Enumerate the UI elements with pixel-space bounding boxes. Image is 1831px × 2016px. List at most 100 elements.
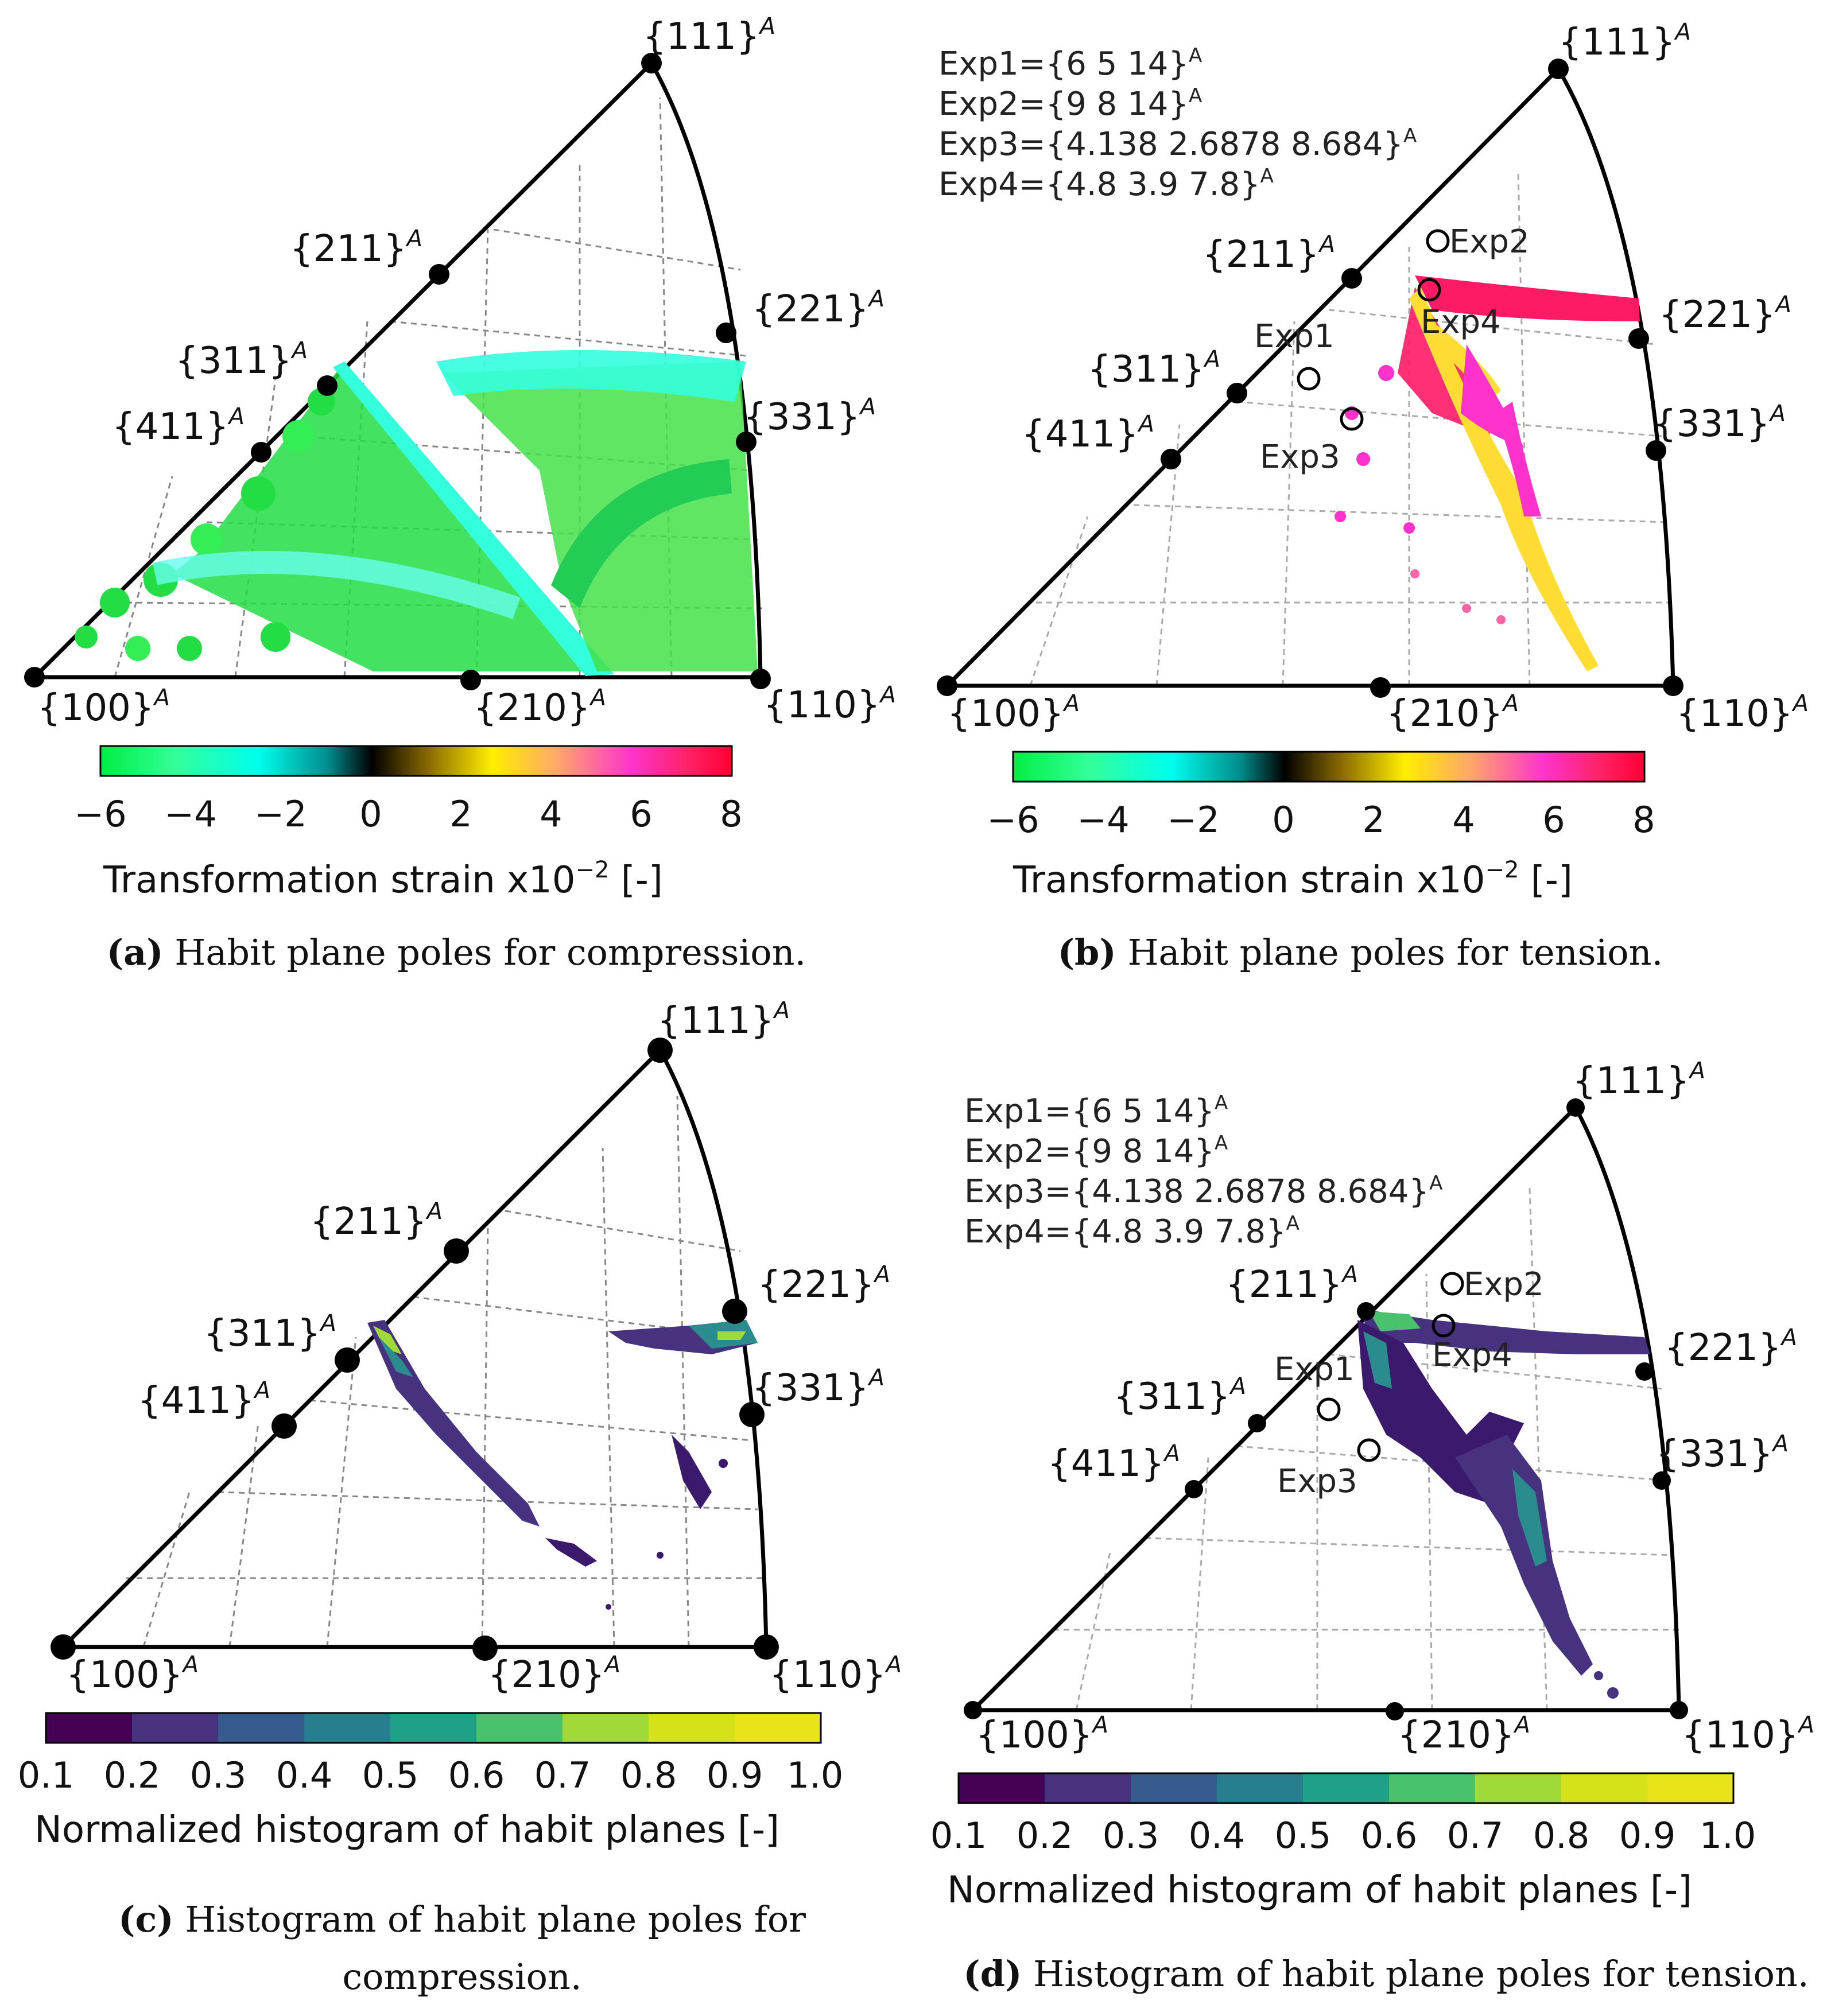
tick: 0.9 bbox=[707, 1754, 763, 1796]
panel-b-legend: Exp1={6 5 14}A Exp2={9 8 14}A Exp3={4.13… bbox=[938, 44, 1417, 203]
colorbar-a-label: Transformation strain x10−2 [-] bbox=[103, 857, 663, 902]
colorbar-b-ticks: −6 −4 −2 0 2 4 6 8 bbox=[987, 799, 1655, 841]
label-221: {221}A bbox=[752, 286, 885, 331]
label-311: {311}A bbox=[175, 337, 308, 382]
colorbar-d bbox=[957, 1772, 1735, 1804]
pole-marker bbox=[722, 1299, 747, 1324]
label-210: {210}A bbox=[1398, 1712, 1530, 1757]
label-111: {111}A bbox=[643, 13, 775, 58]
colorbar-d-label: Normalized histogram of habit planes [-] bbox=[947, 1869, 1692, 1912]
colorbar-a-ticks: −6 −4 −2 0 2 4 6 8 bbox=[74, 793, 742, 835]
pole-marker bbox=[647, 1038, 673, 1063]
exp4-marker bbox=[1417, 278, 1441, 302]
exp2-marker bbox=[1440, 1272, 1464, 1296]
label-210: {210}A bbox=[1386, 690, 1519, 735]
pole-marker bbox=[1628, 328, 1649, 349]
tick: 0.7 bbox=[534, 1754, 591, 1796]
panel-d: Exp2 Exp4 Exp1 Exp3 Exp1={6 5 14}A Exp2=… bbox=[916, 999, 1831, 2016]
panel-a: {111}A {211}A {221}A {311}A {331}A {411}… bbox=[0, 0, 916, 999]
tick: 0.5 bbox=[1275, 1815, 1332, 1856]
exp1-label: Exp1 bbox=[1254, 318, 1335, 355]
pole-marker bbox=[754, 1634, 779, 1660]
panel-c-triangle bbox=[61, 1048, 769, 1649]
label-100: {100}A bbox=[66, 1652, 199, 1696]
pole-marker bbox=[1646, 440, 1666, 461]
exp2-label: Exp2 bbox=[1464, 1266, 1544, 1303]
pole-marker bbox=[1248, 1414, 1266, 1432]
label-210: {210}A bbox=[474, 685, 606, 729]
pole-marker bbox=[1370, 677, 1391, 698]
panel-d-poles bbox=[964, 1098, 1688, 1720]
label-411: {411}A bbox=[1048, 1440, 1180, 1485]
pole-marker bbox=[1663, 675, 1683, 696]
panel-d-exp-markers bbox=[1317, 1272, 1464, 1462]
label-311: {311}A bbox=[1088, 346, 1220, 391]
tick: 0.2 bbox=[104, 1754, 161, 1796]
pole-marker bbox=[429, 264, 449, 285]
colorbar-b bbox=[1012, 751, 1646, 783]
label-110: {110}A bbox=[763, 682, 896, 727]
panel-c-poles bbox=[51, 1038, 779, 1661]
legend-exp2: Exp2={9 8 14}A bbox=[938, 84, 1202, 123]
label-211: {211}A bbox=[290, 226, 422, 270]
exp1-marker bbox=[1297, 367, 1321, 391]
pole-marker bbox=[1386, 1702, 1404, 1720]
pole-marker bbox=[24, 667, 45, 687]
pole-marker bbox=[1227, 383, 1247, 403]
label-211: {211}A bbox=[1225, 1261, 1358, 1306]
tick: 0 bbox=[1272, 799, 1294, 841]
legend-exp3: Exp3={4.138 2.6878 8.684}A bbox=[938, 125, 1417, 163]
tick: 0.6 bbox=[448, 1754, 505, 1796]
tick: −4 bbox=[1077, 799, 1129, 841]
pole-marker bbox=[1548, 59, 1569, 79]
colorbar-b-label: Transformation strain x10−2 [-] bbox=[1013, 857, 1573, 902]
caption-d: (d) Histogram of habit plane poles for t… bbox=[963, 1953, 1809, 1995]
panel-b: Exp2 Exp4 Exp1 Exp3 Exp1={6 5 14}A Exp2=… bbox=[916, 0, 1831, 999]
pole-marker bbox=[51, 1634, 76, 1660]
pole-marker bbox=[736, 432, 757, 452]
panel-d-legend: Exp1={6 5 14}A Exp2={9 8 14}A Exp3={4.13… bbox=[964, 1091, 1442, 1250]
tick: 8 bbox=[720, 793, 742, 835]
panel-b-poles bbox=[937, 59, 1683, 698]
label-100: {100}A bbox=[37, 685, 170, 729]
tick: 2 bbox=[449, 793, 472, 835]
tick: 0.3 bbox=[190, 1754, 247, 1796]
pole-marker bbox=[1652, 1471, 1671, 1490]
tick: 6 bbox=[630, 793, 652, 835]
label-111: {111}A bbox=[1558, 19, 1691, 64]
tick: 1.0 bbox=[1700, 1815, 1756, 1856]
tick: 2 bbox=[1362, 799, 1384, 841]
label-221: {221}A bbox=[1665, 1324, 1797, 1369]
label-100: {100}A bbox=[947, 690, 1080, 735]
pole-marker bbox=[460, 670, 481, 690]
pole-marker bbox=[739, 1402, 765, 1427]
exp4-label: Exp4 bbox=[1432, 1337, 1512, 1374]
tick: 0.8 bbox=[620, 1754, 677, 1796]
panel-a-pole-labels: {111}A {211}A {221}A {311}A {331}A {411}… bbox=[37, 13, 896, 729]
label-221: {221}A bbox=[758, 1261, 890, 1306]
pole-marker bbox=[641, 53, 662, 73]
panel-d-pole-labels: {111}A {211}A {221}A {311}A {331}A {411}… bbox=[976, 1058, 1814, 1757]
tick: 0.1 bbox=[18, 1754, 75, 1796]
panel-b-figure: Exp2 Exp4 Exp1 Exp3 Exp1={6 5 14}A Exp2=… bbox=[937, 19, 1809, 902]
pole-marker bbox=[1566, 1098, 1585, 1117]
tick: −4 bbox=[164, 793, 216, 835]
tick: −2 bbox=[254, 793, 307, 835]
panel-b-scatter bbox=[1335, 275, 1640, 671]
tick: 0.6 bbox=[1361, 1815, 1418, 1856]
colorbar-c-label: Normalized histogram of habit planes [-] bbox=[34, 1809, 779, 1851]
label-210: {210}A bbox=[488, 1652, 620, 1696]
panel-a-figure: {111}A {211}A {221}A {311}A {331}A {411}… bbox=[24, 13, 896, 902]
tick: 0.4 bbox=[1189, 1815, 1246, 1856]
legend-exp2: Exp2={9 8 14}A bbox=[964, 1132, 1228, 1170]
pole-marker bbox=[271, 1413, 297, 1439]
panel-d-figure: Exp2 Exp4 Exp1 Exp3 Exp1={6 5 14}A Exp2=… bbox=[930, 1058, 1814, 1912]
caption-a: (a) Habit plane poles for compression. bbox=[106, 931, 806, 973]
pole-marker bbox=[1341, 268, 1362, 289]
label-110: {110}A bbox=[1676, 690, 1809, 735]
panel-d-exp-labels: Exp2 Exp4 Exp1 Exp3 bbox=[1274, 1266, 1544, 1500]
label-211: {211}A bbox=[1202, 231, 1335, 276]
pole-marker bbox=[1635, 1362, 1654, 1381]
colorbar-c bbox=[45, 1712, 822, 1744]
tick: 0.8 bbox=[1533, 1815, 1590, 1856]
